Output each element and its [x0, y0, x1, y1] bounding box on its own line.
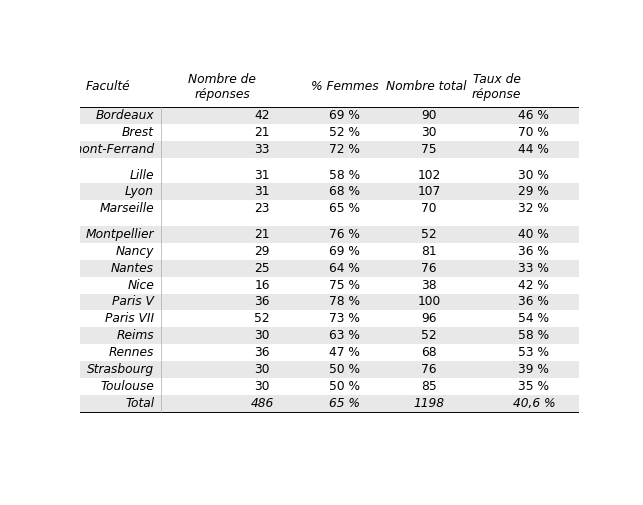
Text: 65 %: 65 % [329, 397, 360, 410]
Text: 33: 33 [255, 143, 270, 156]
Text: Nantes: Nantes [111, 262, 154, 275]
Text: Montpellier: Montpellier [86, 228, 154, 241]
Text: 76: 76 [421, 363, 437, 376]
Text: 64 %: 64 % [329, 262, 360, 275]
Text: Brest: Brest [122, 126, 154, 139]
Text: Clermont-Ferrand: Clermont-Ferrand [46, 143, 154, 156]
Text: 53 %: 53 % [518, 346, 549, 359]
FancyBboxPatch shape [80, 183, 579, 200]
Text: 21: 21 [255, 126, 270, 139]
Text: % Femmes: % Femmes [311, 80, 378, 93]
Text: 40 %: 40 % [518, 228, 549, 241]
Text: Strasbourg: Strasbourg [87, 363, 154, 376]
Text: Paris VII: Paris VII [105, 313, 154, 325]
Text: Nombre de
réponses: Nombre de réponses [188, 73, 257, 101]
Text: Faculté: Faculté [86, 80, 130, 93]
Text: 73 %: 73 % [329, 313, 360, 325]
Text: 38: 38 [421, 279, 437, 291]
Text: 39 %: 39 % [518, 363, 549, 376]
Text: 52: 52 [255, 313, 270, 325]
FancyBboxPatch shape [80, 107, 579, 124]
Text: Total: Total [125, 397, 154, 410]
Text: Lyon: Lyon [125, 185, 154, 198]
Text: 63 %: 63 % [329, 329, 360, 342]
Text: 100: 100 [417, 295, 441, 309]
Text: Nancy: Nancy [116, 245, 154, 258]
FancyBboxPatch shape [80, 260, 579, 277]
Text: 30: 30 [255, 380, 270, 393]
Text: 30: 30 [421, 126, 437, 139]
FancyBboxPatch shape [80, 293, 579, 311]
FancyBboxPatch shape [80, 141, 579, 158]
Text: 90: 90 [421, 109, 437, 122]
Text: 75 %: 75 % [329, 279, 360, 291]
Text: 35 %: 35 % [518, 380, 549, 393]
Text: Taux de
réponse: Taux de réponse [472, 73, 521, 101]
Text: 29: 29 [255, 245, 270, 258]
Text: Marseille: Marseille [100, 203, 154, 215]
Text: 40,6 %: 40,6 % [512, 397, 555, 410]
Text: Rennes: Rennes [109, 346, 154, 359]
Text: 486: 486 [251, 397, 274, 410]
Text: Nombre total: Nombre total [386, 80, 467, 93]
Text: Bordeaux: Bordeaux [96, 109, 154, 122]
Text: 50 %: 50 % [329, 363, 360, 376]
Text: 1198: 1198 [413, 397, 445, 410]
Text: 30 %: 30 % [518, 169, 549, 181]
Text: 52: 52 [421, 228, 437, 241]
Text: 42 %: 42 % [518, 279, 549, 291]
Text: 76 %: 76 % [329, 228, 360, 241]
Text: 30: 30 [255, 329, 270, 342]
Text: Toulouse: Toulouse [100, 380, 154, 393]
Text: 47 %: 47 % [329, 346, 360, 359]
Text: 32 %: 32 % [518, 203, 549, 215]
Text: 44 %: 44 % [518, 143, 549, 156]
Text: 96: 96 [421, 313, 437, 325]
Text: 52: 52 [421, 329, 437, 342]
Text: 68: 68 [421, 346, 437, 359]
FancyBboxPatch shape [80, 226, 579, 243]
Text: 25: 25 [255, 262, 270, 275]
Text: 36: 36 [255, 295, 270, 309]
Text: Paris V: Paris V [113, 295, 154, 309]
Text: 50 %: 50 % [329, 380, 360, 393]
Text: 69 %: 69 % [329, 245, 360, 258]
Text: 31: 31 [255, 169, 270, 181]
Text: 33 %: 33 % [518, 262, 549, 275]
Text: 78 %: 78 % [329, 295, 360, 309]
Text: 31: 31 [255, 185, 270, 198]
Text: 29 %: 29 % [518, 185, 549, 198]
Text: 54 %: 54 % [518, 313, 549, 325]
Text: 52 %: 52 % [329, 126, 360, 139]
Text: 42: 42 [255, 109, 270, 122]
FancyBboxPatch shape [80, 327, 579, 344]
Text: 76: 76 [421, 262, 437, 275]
Text: 65 %: 65 % [329, 203, 360, 215]
Text: 23: 23 [255, 203, 270, 215]
Text: Lille: Lille [130, 169, 154, 181]
Text: 16: 16 [255, 279, 270, 291]
Text: 70: 70 [421, 203, 437, 215]
Text: 36 %: 36 % [518, 245, 549, 258]
Text: 81: 81 [421, 245, 437, 258]
FancyBboxPatch shape [80, 395, 579, 412]
Text: 30: 30 [255, 363, 270, 376]
Text: 69 %: 69 % [329, 109, 360, 122]
Text: Nice: Nice [127, 279, 154, 291]
Text: 36: 36 [255, 346, 270, 359]
Text: 85: 85 [421, 380, 437, 393]
Text: 70 %: 70 % [518, 126, 549, 139]
Text: 102: 102 [417, 169, 441, 181]
Text: 58 %: 58 % [518, 329, 549, 342]
Text: 107: 107 [417, 185, 441, 198]
Text: 46 %: 46 % [518, 109, 549, 122]
FancyBboxPatch shape [80, 361, 579, 378]
Text: Reims: Reims [116, 329, 154, 342]
Text: 68 %: 68 % [329, 185, 360, 198]
Text: 58 %: 58 % [329, 169, 360, 181]
Text: 36 %: 36 % [518, 295, 549, 309]
Text: 75: 75 [421, 143, 437, 156]
Text: 72 %: 72 % [329, 143, 360, 156]
Text: 21: 21 [255, 228, 270, 241]
